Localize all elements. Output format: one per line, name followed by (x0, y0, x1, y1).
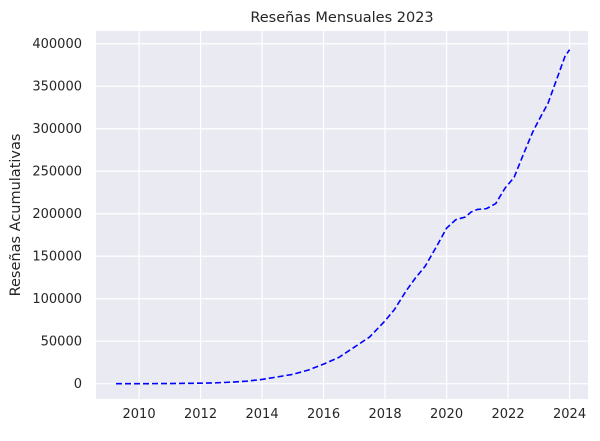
y-tick-label: 100000 (32, 292, 82, 307)
y-tick-label: 350000 (32, 80, 82, 95)
x-tick-label: 2018 (369, 407, 402, 422)
series-layer (115, 49, 571, 385)
x-tick-label: 2022 (492, 407, 525, 422)
x-tick-label: 2024 (553, 407, 586, 422)
y-tick-label: 50000 (41, 335, 82, 350)
y-tick-label: 400000 (32, 37, 82, 52)
x-tick-label: 2016 (307, 407, 340, 422)
x-tick-label: 2020 (430, 407, 463, 422)
x-tick-label: 2012 (184, 407, 217, 422)
chart-title: Reseñas Mensuales 2023 (250, 10, 433, 26)
axis-ticks: 2010 2012 2014 2016 2018 2020 2022 2024 0 50000 10… (32, 37, 586, 422)
y-tick-label: 300000 (32, 122, 82, 137)
y-axis-label: Reseñas Acumulativas (8, 134, 24, 297)
series-line (115, 49, 571, 385)
y-tick-label: 250000 (32, 165, 82, 180)
grid-lines (96, 31, 588, 399)
plot-background (96, 31, 588, 399)
x-tick-label: 2014 (246, 407, 279, 422)
y-tick-label: 200000 (32, 207, 82, 222)
y-tick-label: 150000 (32, 250, 82, 265)
y-tick-label: 0 (74, 377, 82, 392)
x-tick-label: 2010 (123, 407, 156, 422)
